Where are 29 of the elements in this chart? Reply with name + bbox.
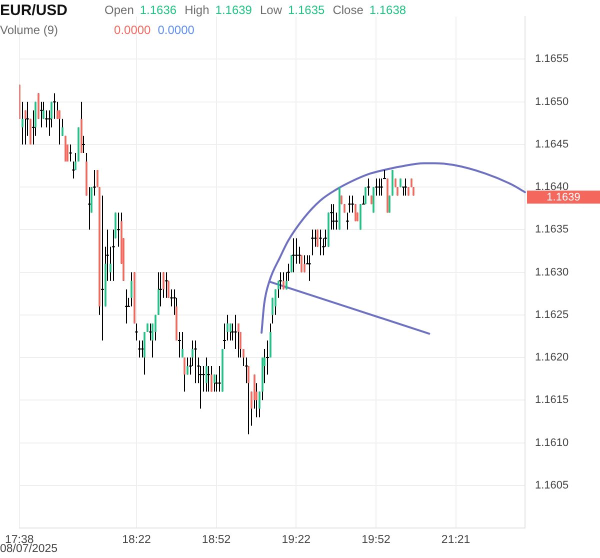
chart-title: EUR/USD <box>0 2 68 18</box>
y-tick-label: 1.1635 <box>535 224 569 236</box>
x-tick-label: 19:22 <box>282 534 311 546</box>
annotation: Volume (9) <box>0 23 58 37</box>
y-tick-label: 1.1615 <box>535 394 569 406</box>
annotation: 0.0000 <box>114 23 151 37</box>
annotation: Close <box>332 3 364 17</box>
annotation: 0.0000 <box>158 23 194 37</box>
annotation: Low <box>260 3 282 17</box>
y-tick-label: 1.1625 <box>535 308 569 321</box>
y-tick-label: 1.1640 <box>535 181 569 194</box>
y-tick-label: 1.1650 <box>535 96 569 108</box>
y-tick-label: 1.1630 <box>535 266 569 278</box>
x-tick-label: 21:21 <box>441 534 470 546</box>
x-tick-label: 19:52 <box>362 534 390 546</box>
y-tick-label: 1.1645 <box>535 138 569 150</box>
y-tick-label: 1.1610 <box>535 436 569 449</box>
annotation: Open <box>104 3 134 17</box>
annotation: 1.1639 <box>215 3 252 17</box>
annotation: 1.1638 <box>369 3 406 17</box>
x-tick-label: 18:52 <box>202 534 231 546</box>
y-tick-label: 1.1655 <box>535 53 569 66</box>
y-tick-label: 1.1605 <box>535 479 569 492</box>
text: 1.1639 <box>546 192 580 204</box>
x-tick-label: 18:22 <box>122 534 151 546</box>
annotation: 1.1635 <box>288 3 325 17</box>
annotation: 1.1636 <box>140 3 177 17</box>
annotation: High <box>184 3 210 17</box>
y-tick-label: 1.1620 <box>535 352 569 364</box>
